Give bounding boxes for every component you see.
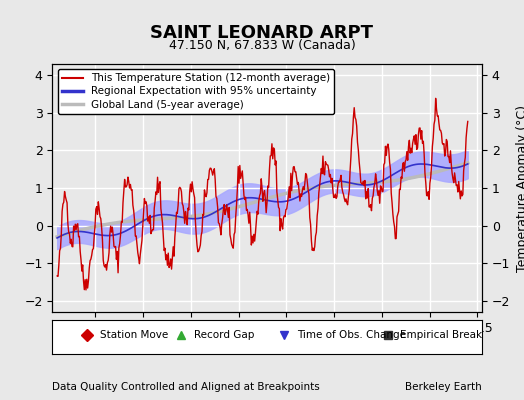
Legend: This Temperature Station (12-month average), Regional Expectation with 95% uncer: This Temperature Station (12-month avera… — [58, 69, 334, 114]
Y-axis label: Temperature Anomaly (°C): Temperature Anomaly (°C) — [516, 104, 524, 272]
Text: SAINT LEONARD ARPT: SAINT LEONARD ARPT — [150, 24, 374, 42]
Text: Data Quality Controlled and Aligned at Breakpoints: Data Quality Controlled and Aligned at B… — [52, 382, 320, 392]
Text: Station Move: Station Move — [100, 330, 168, 340]
Text: Record Gap: Record Gap — [194, 330, 255, 340]
Text: Time of Obs. Change: Time of Obs. Change — [297, 330, 406, 340]
Text: Empirical Break: Empirical Break — [400, 330, 483, 340]
Text: Berkeley Earth: Berkeley Earth — [406, 382, 482, 392]
Text: 47.150 N, 67.833 W (Canada): 47.150 N, 67.833 W (Canada) — [169, 39, 355, 52]
